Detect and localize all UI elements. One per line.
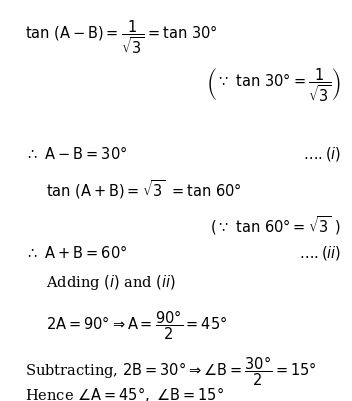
Text: $\mathrm{tan\ (A+B)} = \sqrt{3}\ = \mathrm{tan\ 60°}$: $\mathrm{tan\ (A+B)} = \sqrt{3}\ = \math… [46, 177, 241, 200]
Text: $\therefore\ \mathrm{A-B=30°}$: $\therefore\ \mathrm{A-B=30°}$ [25, 144, 127, 161]
Text: Subtracting, $\mathrm{2B=30°\Rightarrow \angle B=\dfrac{30°}{2}=15°}$: Subtracting, $\mathrm{2B=30°\Rightarrow … [25, 354, 316, 387]
Text: Hence $\mathrm{\angle A=45°,\ \angle B=15°}$: Hence $\mathrm{\angle A=45°,\ \angle B=1… [25, 384, 224, 401]
Text: $\therefore\ \mathrm{A+B=60°}$: $\therefore\ \mathrm{A+B=60°}$ [25, 244, 127, 261]
Text: $\mathrm{tan\ (A-B)} = \dfrac{1}{\sqrt{3}} = \mathrm{tan\ 30°}$: $\mathrm{tan\ (A-B)} = \dfrac{1}{\sqrt{3… [25, 18, 218, 55]
Text: $\mathrm{\ldots.(}i\mathrm{)}$: $\mathrm{\ldots.(}i\mathrm{)}$ [303, 144, 341, 162]
Text: $(\because\ \mathrm{tan\ 60°} = \sqrt{3}\ )$: $(\because\ \mathrm{tan\ 60°} = \sqrt{3}… [210, 213, 341, 236]
Text: Adding $(i)$ and $(ii)$: Adding $(i)$ and $(ii)$ [46, 272, 176, 291]
Text: $\mathrm{2A=90°\Rightarrow A=\dfrac{90°}{2}=45°}$: $\mathrm{2A=90°\Rightarrow A=\dfrac{90°}… [46, 308, 227, 341]
Text: $\left(\because\ \mathrm{tan\ 30°}{=}\dfrac{1}{\sqrt{3}}\right)$: $\left(\because\ \mathrm{tan\ 30°}{=}\df… [206, 66, 341, 103]
Text: $\mathrm{\ldots.(}ii\mathrm{)}$: $\mathrm{\ldots.(}ii\mathrm{)}$ [299, 244, 341, 262]
